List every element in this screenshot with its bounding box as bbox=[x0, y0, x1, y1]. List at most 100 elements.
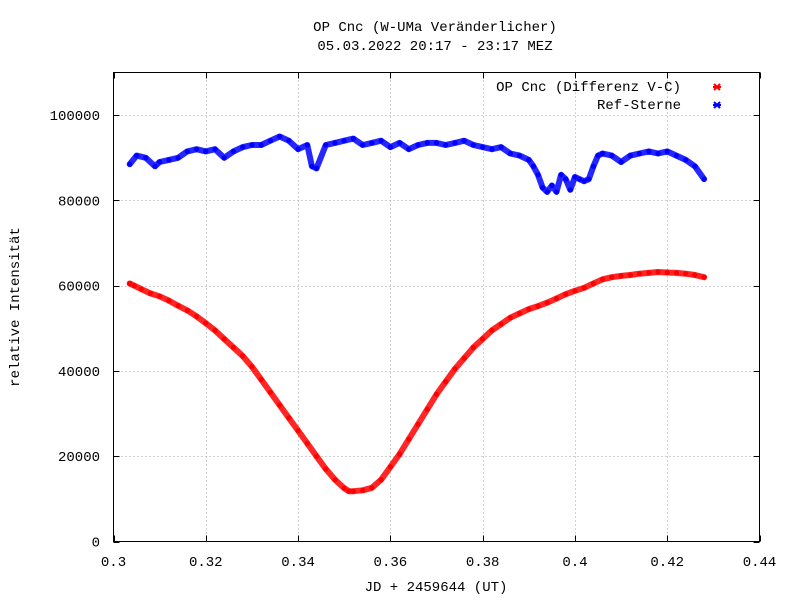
data-point bbox=[175, 303, 181, 309]
data-point bbox=[424, 406, 430, 412]
x-tick-label: 0.34 bbox=[281, 555, 315, 571]
data-point bbox=[143, 155, 149, 161]
data-point bbox=[157, 159, 163, 165]
data-point bbox=[618, 273, 624, 279]
data-point bbox=[138, 286, 144, 292]
data-point bbox=[221, 155, 227, 161]
data-point bbox=[166, 298, 172, 304]
data-point bbox=[443, 142, 449, 148]
data-point bbox=[517, 153, 523, 159]
data-point bbox=[397, 140, 403, 146]
data-point bbox=[655, 150, 661, 157]
data-point bbox=[415, 421, 421, 427]
data-point bbox=[664, 269, 670, 276]
x-axis-label: JD + 2459644 (UT) bbox=[365, 580, 508, 596]
data-point bbox=[581, 178, 587, 184]
data-point bbox=[535, 172, 541, 178]
data-point bbox=[549, 182, 555, 189]
data-point bbox=[470, 344, 476, 351]
data-point bbox=[286, 138, 292, 144]
data-point bbox=[600, 276, 606, 282]
data-point bbox=[600, 150, 606, 157]
data-point bbox=[240, 353, 246, 359]
data-point bbox=[267, 138, 273, 144]
data-point bbox=[295, 146, 301, 152]
data-point bbox=[249, 364, 255, 370]
data-point bbox=[572, 174, 578, 180]
data-point bbox=[249, 142, 255, 148]
data-point bbox=[332, 140, 338, 146]
data-point bbox=[433, 140, 440, 146]
data-point bbox=[184, 148, 190, 154]
data-point bbox=[553, 295, 560, 302]
data-point bbox=[147, 290, 153, 296]
data-point bbox=[673, 153, 680, 159]
data-point bbox=[127, 280, 133, 287]
series-layer bbox=[126, 133, 708, 495]
data-point bbox=[406, 146, 412, 152]
data-point bbox=[609, 274, 615, 280]
data-point bbox=[655, 269, 661, 275]
data-point bbox=[175, 155, 181, 161]
data-point bbox=[627, 153, 633, 159]
data-point bbox=[443, 379, 449, 385]
legend-label-op-cnc: OP Cnc (Differenz V-C) bbox=[496, 80, 681, 96]
data-point bbox=[323, 466, 329, 472]
data-point bbox=[540, 185, 546, 191]
data-point bbox=[618, 159, 624, 165]
data-point bbox=[258, 142, 264, 148]
data-point bbox=[203, 320, 209, 326]
data-point bbox=[530, 163, 537, 169]
y-tick-label: 60000 bbox=[58, 280, 100, 296]
data-point bbox=[544, 189, 550, 195]
x-tick-label: 0.32 bbox=[189, 555, 223, 571]
data-point bbox=[397, 451, 403, 457]
data-point bbox=[590, 280, 597, 287]
legend-marker-ref-sterne bbox=[713, 101, 721, 109]
data-point bbox=[332, 477, 338, 483]
data-point bbox=[304, 142, 310, 148]
chart-subtitle: 05.03.2022 20:17 - 23:17 MEZ bbox=[317, 39, 552, 55]
data-point bbox=[452, 366, 458, 372]
data-point bbox=[277, 402, 283, 408]
data-point bbox=[134, 153, 140, 159]
data-point bbox=[286, 415, 292, 421]
data-point bbox=[701, 176, 707, 182]
data-point bbox=[507, 150, 513, 157]
plot-frame bbox=[113, 72, 760, 542]
data-point bbox=[378, 138, 384, 144]
data-point bbox=[350, 136, 356, 142]
data-point bbox=[498, 144, 504, 150]
data-point bbox=[369, 140, 375, 146]
data-point bbox=[360, 487, 366, 493]
data-point bbox=[295, 428, 301, 434]
legend-label-ref-sterne: Ref-Sterne bbox=[597, 98, 681, 114]
data-point bbox=[194, 146, 200, 152]
data-point bbox=[350, 488, 356, 494]
data-point bbox=[360, 142, 366, 148]
data-point bbox=[433, 391, 440, 397]
data-point bbox=[346, 488, 352, 494]
data-point bbox=[378, 477, 384, 483]
data-point bbox=[313, 165, 320, 171]
data-point bbox=[683, 157, 689, 163]
data-point bbox=[507, 315, 513, 321]
data-point bbox=[526, 306, 532, 312]
data-point bbox=[230, 344, 237, 351]
x-tick-labels: 0.3 0.32 0.34 0.36 0.38 0.4 0.42 0.44 bbox=[101, 555, 776, 571]
data-point bbox=[387, 144, 393, 150]
y-tick-label: 0 bbox=[92, 536, 100, 552]
data-point bbox=[341, 138, 347, 144]
data-point bbox=[581, 285, 587, 291]
data-point bbox=[341, 485, 347, 491]
data-point bbox=[277, 133, 283, 140]
y-tick-label: 100000 bbox=[50, 109, 100, 125]
data-point bbox=[646, 270, 652, 276]
y-tick-label: 20000 bbox=[58, 450, 100, 466]
axis-ticks bbox=[113, 72, 761, 543]
data-point bbox=[461, 355, 467, 361]
data-point bbox=[595, 153, 601, 159]
data-point bbox=[576, 176, 583, 182]
data-point bbox=[452, 140, 458, 146]
